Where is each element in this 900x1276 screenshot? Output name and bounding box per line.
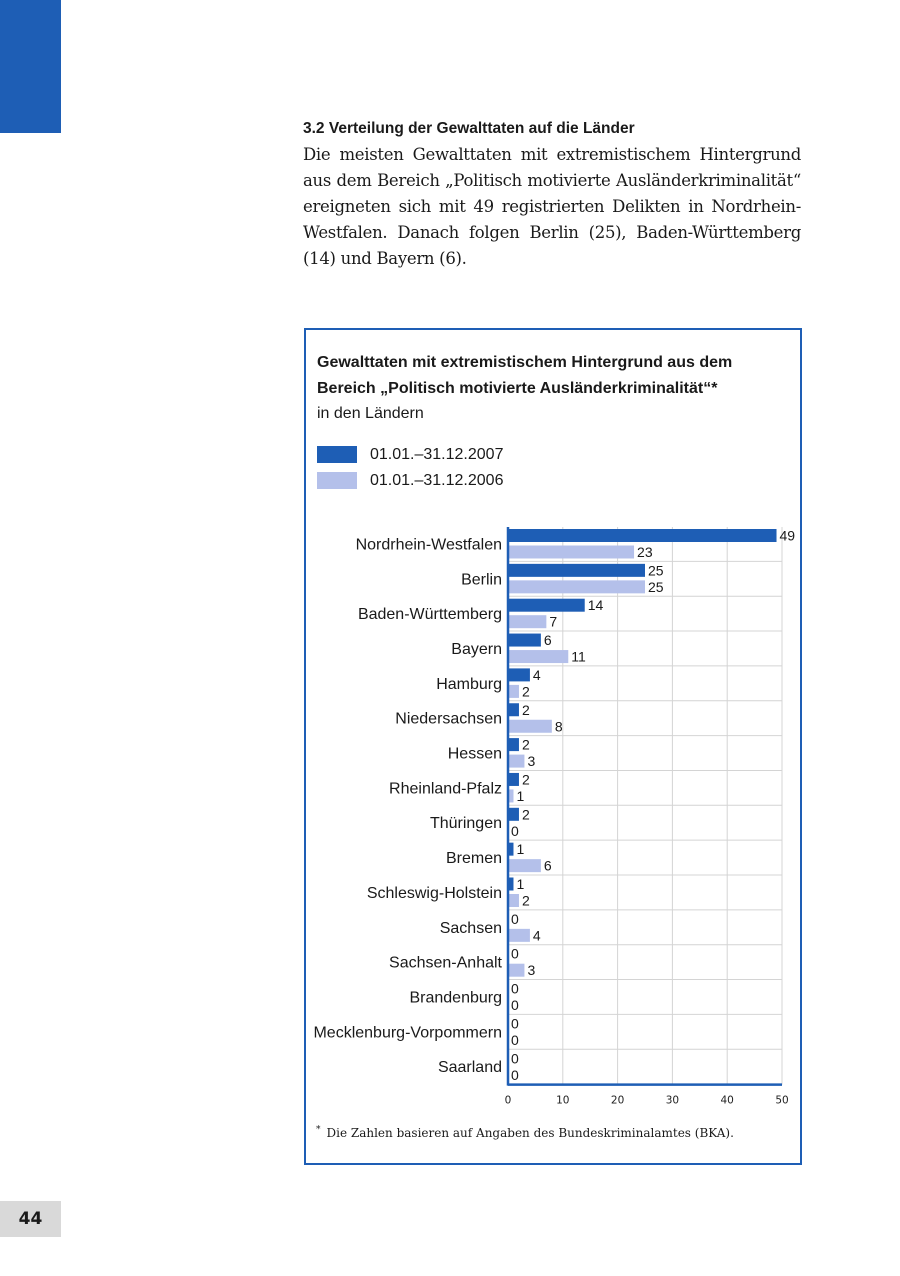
bar: [508, 633, 541, 647]
x-tick-label: 30: [666, 1095, 679, 1107]
bar: [508, 754, 525, 768]
data-label: 6: [544, 632, 552, 648]
footnote-marker: *: [316, 1125, 321, 1135]
category-label: Bayern: [451, 641, 502, 658]
data-label: 1: [516, 876, 524, 892]
data-label: 0: [511, 911, 519, 927]
bar: [508, 842, 514, 856]
data-label: 25: [648, 562, 664, 578]
x-tick-label: 10: [556, 1095, 569, 1107]
data-label: 4: [533, 927, 541, 943]
data-label: 8: [555, 718, 563, 734]
data-label: 2: [522, 702, 530, 718]
data-label: 0: [511, 997, 519, 1013]
bar: [508, 963, 525, 977]
bar: [508, 545, 635, 559]
legend: 01.01.–31.12.2007 01.01.–31.12.2006: [317, 446, 787, 490]
bar: [508, 719, 552, 733]
data-label: 2: [522, 683, 530, 699]
category-label: Rheinland-Pfalz: [389, 780, 502, 797]
bar: [508, 894, 519, 907]
bar: [508, 772, 519, 786]
category-label: Berlin: [461, 571, 502, 588]
category-label: Mecklenburg-Vorpommern: [313, 1024, 502, 1041]
bar: [508, 807, 519, 821]
category-label: Hessen: [448, 746, 502, 763]
bar: [508, 859, 541, 873]
corner-accent: [0, 0, 61, 133]
x-tick-label: 0: [505, 1095, 512, 1107]
category-label: Schleswig-Holstein: [367, 885, 502, 902]
data-label: 0: [511, 981, 519, 997]
category-label: Brandenburg: [409, 989, 502, 1006]
data-label: 0: [511, 1032, 519, 1048]
chart-box: [304, 328, 802, 1165]
category-label: Nordrhein-Westfalen: [356, 536, 502, 553]
category-label: Sachsen-Anhalt: [389, 955, 503, 972]
category-label: Saarland: [438, 1059, 502, 1076]
data-label: 3: [527, 753, 535, 769]
category-label: Sachsen: [440, 920, 502, 937]
data-label: 0: [511, 946, 519, 962]
bar: [508, 529, 777, 542]
footnote: * Die Zahlen basieren auf Angaben des Bun…: [316, 1125, 734, 1140]
bar: [508, 668, 530, 682]
footnote-text: Die Zahlen basieren auf Angaben des Bund…: [326, 1126, 734, 1140]
data-label: 6: [544, 858, 552, 874]
data-label: 7: [549, 614, 557, 630]
data-label: 2: [522, 806, 530, 822]
data-label: 14: [588, 597, 604, 613]
bar: [508, 563, 645, 577]
data-label: 11: [571, 649, 586, 665]
data-label: 25: [648, 579, 664, 595]
section: 3.2 Verteilung der Gewalttaten auf die L…: [303, 118, 801, 272]
bar: [508, 877, 514, 891]
bar: [508, 789, 514, 803]
chart-title: Gewalttaten mit extremistischem Hintergr…: [317, 354, 733, 397]
category-label: Niedersachsen: [395, 711, 502, 728]
legend-label: 01.01.–31.12.2006: [370, 472, 504, 489]
x-tick-label: 20: [611, 1095, 624, 1107]
legend-swatch: [317, 472, 357, 489]
legend-swatch: [317, 446, 357, 463]
category-label: Thüringen: [430, 815, 502, 832]
data-label: 2: [522, 893, 530, 909]
chart-header: Gewalttaten mit extremistischem Hintergr…: [317, 350, 787, 498]
legend-label: 01.01.–31.12.2007: [370, 446, 504, 463]
category-label: Baden-Württemberg: [358, 606, 502, 623]
data-label: 49: [780, 528, 796, 544]
data-label: 0: [511, 1015, 519, 1031]
chart-subtitle: in den Ländern: [317, 405, 424, 422]
page-number: 44: [0, 1201, 61, 1237]
section-heading: 3.2 Verteilung der Gewalttaten auf die L…: [303, 120, 635, 137]
category-label: Bremen: [446, 850, 502, 867]
data-label: 2: [522, 737, 530, 753]
data-label: 0: [511, 823, 519, 839]
data-label: 1: [516, 841, 524, 857]
data-label: 23: [637, 544, 653, 560]
bar: [508, 738, 519, 752]
bar: [508, 598, 585, 612]
data-label: 2: [522, 771, 530, 787]
data-label: 0: [511, 1050, 519, 1066]
bar: [508, 684, 519, 698]
bar: [508, 703, 519, 717]
data-label: 1: [516, 788, 524, 804]
data-label: 4: [533, 667, 541, 683]
legend-item-2007: 01.01.–31.12.2007: [317, 446, 787, 464]
x-tick-label: 50: [775, 1095, 788, 1107]
bar: [508, 650, 569, 664]
data-label: 0: [511, 1067, 519, 1083]
data-label: 3: [527, 962, 535, 978]
bar: [508, 580, 645, 594]
bar: [508, 928, 530, 942]
bar: [508, 615, 547, 629]
legend-item-2006: 01.01.–31.12.2006: [317, 472, 787, 490]
section-body: Die meisten Gewalttaten mit extremistisc…: [303, 145, 801, 268]
x-tick-label: 40: [721, 1095, 734, 1107]
category-label: Hamburg: [436, 676, 502, 693]
